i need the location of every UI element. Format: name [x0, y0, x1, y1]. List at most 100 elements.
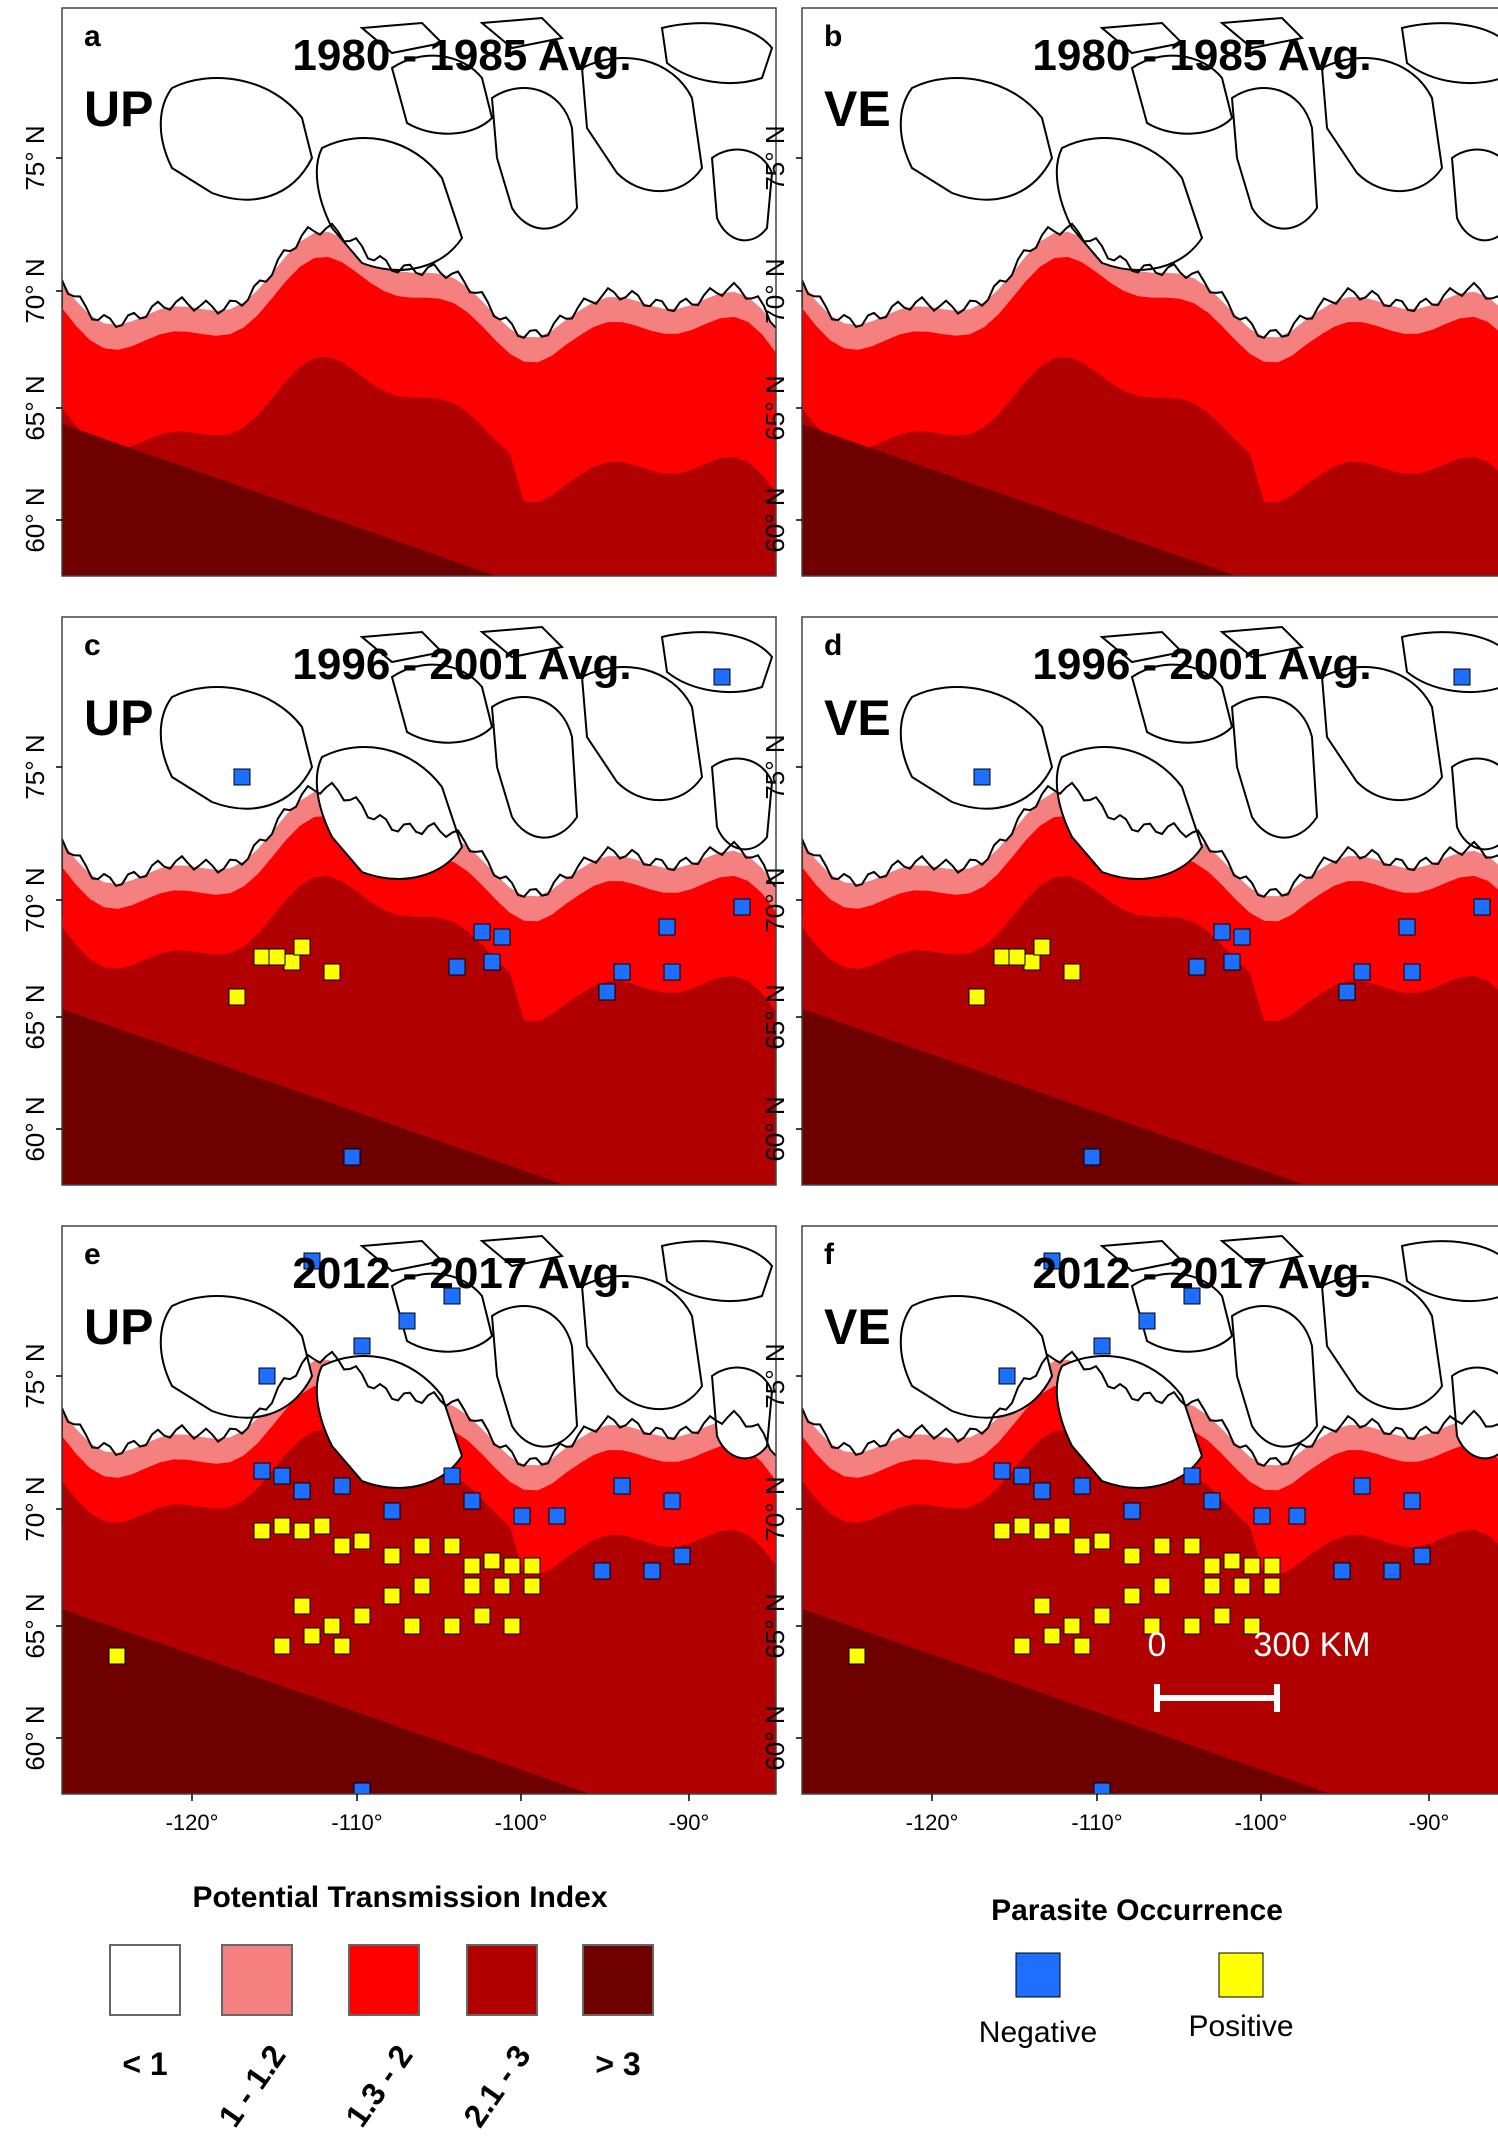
map-panel-b: b 1980 - 1985 Avg. VE 75° N 70° N 65° N 60° N: [760, 7, 1498, 577]
negative-occurrence-marker: [293, 1482, 311, 1500]
negative-occurrence-marker: [1338, 983, 1356, 1001]
negative-occurrence-marker: [1013, 1467, 1031, 1485]
panel-letter: c: [84, 629, 101, 662]
negative-occurrence-marker: [1083, 1148, 1101, 1166]
negative-occurrence-marker: [443, 1287, 461, 1305]
latitude-tick-label: 60° N: [760, 1096, 790, 1161]
panel-species-label: VE: [824, 1299, 891, 1355]
negative-occurrence-marker: [673, 1547, 691, 1565]
positive-occurrence-marker: [1033, 1522, 1051, 1540]
latitude-tick-label: 60° N: [760, 1705, 790, 1770]
map-panel-d: d 1996 - 2001 Avg. VE 75° N 70° N 65° N 60° N: [760, 616, 1498, 1186]
panel-letter: e: [84, 1238, 101, 1271]
mainland-coastline: [802, 781, 1498, 917]
negative-occurrence-marker: [1183, 1467, 1201, 1485]
index-band-4: [62, 424, 776, 576]
occurrence-legend-title: Parasite Occurrence: [991, 1894, 1283, 1927]
negative-occurrence-marker: [398, 1312, 416, 1330]
positive-occurrence-marker: [443, 1617, 461, 1635]
positive-occurrence-marker: [293, 938, 311, 956]
panel-letter: f: [824, 1238, 835, 1271]
negative-occurrence-marker: [1188, 958, 1206, 976]
positive-occurrence-marker: [1243, 1557, 1261, 1575]
negative-occurrence-marker: [493, 928, 511, 946]
positive-occurrence-marker: [1123, 1587, 1141, 1605]
latitude-tick-label: 60° N: [760, 487, 790, 552]
mainland-coastline: [62, 222, 776, 339]
positive-occurrence-marker: [1203, 1557, 1221, 1575]
negative-occurrence-marker: [483, 953, 501, 971]
positive-occurrence-marker: [503, 1617, 521, 1635]
positive-occurrence-marker: [463, 1577, 481, 1595]
positive-occurrence-marker: [353, 1532, 371, 1550]
negative-occurrence-marker: [1033, 1482, 1051, 1500]
positive-occurrence-marker: [293, 1597, 311, 1615]
negative-occurrence-marker: [253, 1462, 271, 1480]
positive-occurrence-marker: [1263, 1557, 1281, 1575]
positive-occurrence-marker: [1023, 953, 1041, 971]
positive-occurrence-marker: [1213, 1607, 1231, 1625]
latitude-tick-label: 70° N: [20, 867, 50, 932]
negative-occurrence-marker: [548, 1507, 566, 1525]
negative-occurrence-marker: [473, 923, 491, 941]
negative-occurrence-marker: [663, 1492, 681, 1510]
panel-period-title: 1996 - 2001 Avg.: [292, 640, 631, 689]
positive-occurrence-marker: [443, 1537, 461, 1555]
positive-occurrence-marker: [1263, 1577, 1281, 1595]
negative-occurrence-marker: [1093, 1782, 1111, 1794]
positive-occurrence-marker: [273, 1637, 291, 1655]
positive-occurrence-marker: [413, 1537, 431, 1555]
positive-occurrence-marker: [253, 1522, 271, 1540]
latitude-tick-label: 70° N: [760, 1476, 790, 1541]
negative-occurrence-marker: [1203, 1492, 1221, 1510]
negative-occurrence-marker: [1333, 1562, 1351, 1580]
latitude-tick-label: 65° N: [760, 984, 790, 1049]
positive-occurrence-marker: [1033, 1597, 1051, 1615]
positive-occurrence-marker: [323, 1617, 341, 1635]
negative-occurrence-marker: [383, 1502, 401, 1520]
transmission-class-label: > 3: [595, 2046, 640, 2082]
latitude-tick-label: 75° N: [20, 734, 50, 799]
negative-occurrence-marker: [1138, 1312, 1156, 1330]
latitude-tick-label: 70° N: [760, 867, 790, 932]
latitude-tick-label: 65° N: [20, 375, 50, 440]
panel-period-title: 1980 - 1985 Avg.: [292, 31, 631, 80]
negative-occurrence-marker: [1353, 1477, 1371, 1495]
negative-occurrence-marker: [1183, 1287, 1201, 1305]
latitude-tick-label: 65° N: [20, 1593, 50, 1658]
positive-occurrence-marker: [523, 1577, 541, 1595]
negative-occurrence-marker: [333, 1477, 351, 1495]
transmission-swatch: [221, 1944, 293, 2016]
transmission-swatch: [109, 1944, 181, 2016]
positive-occurrence-marker: [1063, 1617, 1081, 1635]
panel-period-title: 2012 - 2017 Avg.: [292, 1249, 631, 1298]
positive-occurrence-marker: [268, 948, 286, 966]
latitude-tick-label: 60° N: [20, 487, 50, 552]
negative-occurrence-marker: [463, 1492, 481, 1510]
positive-occurrence-marker: [353, 1607, 371, 1625]
positive-occurrence-marker: [1153, 1577, 1171, 1595]
positive-occurrence-marker: [403, 1617, 421, 1635]
negative-occurrence-marker: [998, 1367, 1016, 1385]
positive-occurrence-marker: [313, 1517, 331, 1535]
longitude-tick-label: -120°: [906, 1810, 959, 1835]
positive-occurrence-marker: [493, 1577, 511, 1595]
positive-occurrence-marker: [1243, 1617, 1261, 1635]
scale-bar-end-label: 300 KM: [1253, 1626, 1370, 1664]
positive-occurrence-marker: [1093, 1607, 1111, 1625]
latitude-tick-label: 60° N: [20, 1096, 50, 1161]
negative-occurrence-marker: [513, 1507, 531, 1525]
positive-occurrence-marker: [1008, 948, 1026, 966]
negative-occurrence-marker: [1223, 953, 1241, 971]
negative-occurrence-marker: [1383, 1562, 1401, 1580]
negative-occurrence-marker: [353, 1782, 371, 1794]
positive-occurrence-marker: [993, 1522, 1011, 1540]
positive-occurrence-marker: [1073, 1637, 1091, 1655]
positive-occurrence-marker: [1093, 1532, 1111, 1550]
negative-occurrence-marker: [1123, 1502, 1141, 1520]
map-frame: [801, 616, 1498, 1186]
index-band-4: [62, 1009, 776, 1185]
latitude-tick-label: 75° N: [20, 1343, 50, 1408]
transmission-swatch: [466, 1944, 538, 2016]
positive-occurrence-marker: [333, 1537, 351, 1555]
